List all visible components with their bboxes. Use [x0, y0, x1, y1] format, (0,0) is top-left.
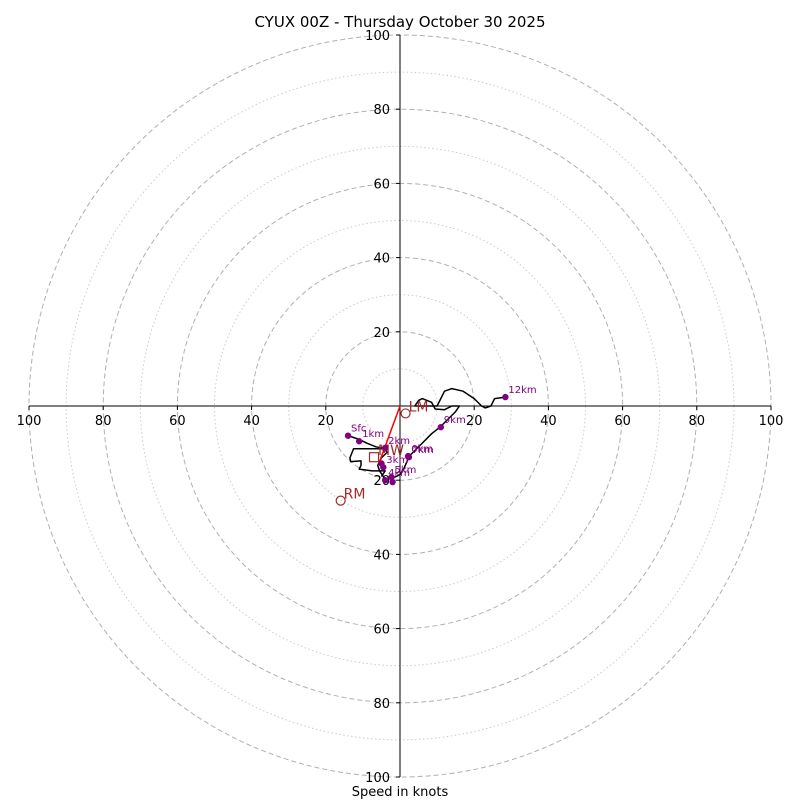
shear-vector-line — [378, 405, 401, 462]
height-marker-label: Sfc — [351, 424, 366, 435]
shear-vector — [378, 405, 401, 462]
height-marker-dot — [355, 438, 363, 445]
height-marker-dot — [437, 423, 445, 431]
wind-trace-line-segment — [349, 447, 386, 477]
x-tick-label: 40 — [540, 414, 557, 429]
y-tick-label: 20 — [373, 326, 390, 341]
x-tick-labels: 100 80 60 40 20 20 40 60 80 100 — [17, 414, 784, 429]
height-marker-label: 12km — [508, 385, 536, 396]
height-marker-label: 4km — [388, 468, 410, 479]
height-marker-label: 9km — [444, 415, 466, 426]
storm-motion-marker-lm — [400, 408, 411, 419]
height-marker-label: 3km — [386, 455, 408, 466]
height-marker-label: 6km — [411, 444, 433, 455]
x-tick-label: 60 — [614, 414, 631, 429]
x-axis-label: Speed in knots — [352, 785, 449, 800]
height-marker-label: 1km — [362, 429, 384, 440]
height-marker-dot — [380, 464, 387, 471]
x-tick-label: 20 — [318, 414, 335, 429]
storm-motion-marker-rm — [335, 495, 346, 506]
height-marker-dot — [502, 393, 509, 401]
y-tick-label: 40 — [373, 252, 390, 267]
y-tick-label: 60 — [373, 623, 390, 638]
y-tick-label: 60 — [373, 177, 390, 192]
y-tick-label: 80 — [373, 103, 390, 118]
x-tick-label: 100 — [759, 414, 784, 429]
height-marker-dot — [389, 478, 396, 486]
y-tick-label: 100 — [365, 771, 390, 786]
height-marker-label: 7km — [412, 445, 434, 456]
y-tick-label: 100 — [365, 29, 390, 44]
y-tick-label: 40 — [373, 548, 390, 563]
y-tick-label: 80 — [373, 697, 390, 712]
x-tick-label: 80 — [689, 414, 706, 429]
storm-motion-label-rm: RM — [344, 487, 366, 503]
height-marker-dot — [381, 477, 389, 484]
mean-wind-marker — [368, 452, 380, 463]
x-tick-label: 100 — [17, 414, 42, 429]
height-marker-dot — [388, 474, 395, 481]
height-marker-dot — [405, 453, 413, 461]
height-marker-dot — [344, 432, 352, 439]
x-tick-label: 20 — [466, 414, 483, 429]
height-marker-label: 2km — [388, 436, 410, 447]
x-tick-label: 60 — [169, 414, 186, 429]
storm-motion-label-lm: LM — [409, 399, 429, 415]
x-tick-label: 40 — [243, 414, 260, 429]
chart-title: CYUX 00Z - Thursday October 30 2025 — [254, 13, 545, 31]
height-marker-label: 5km — [394, 465, 416, 476]
height-marker-dot — [381, 444, 389, 452]
x-tick-label: 80 — [95, 414, 112, 429]
